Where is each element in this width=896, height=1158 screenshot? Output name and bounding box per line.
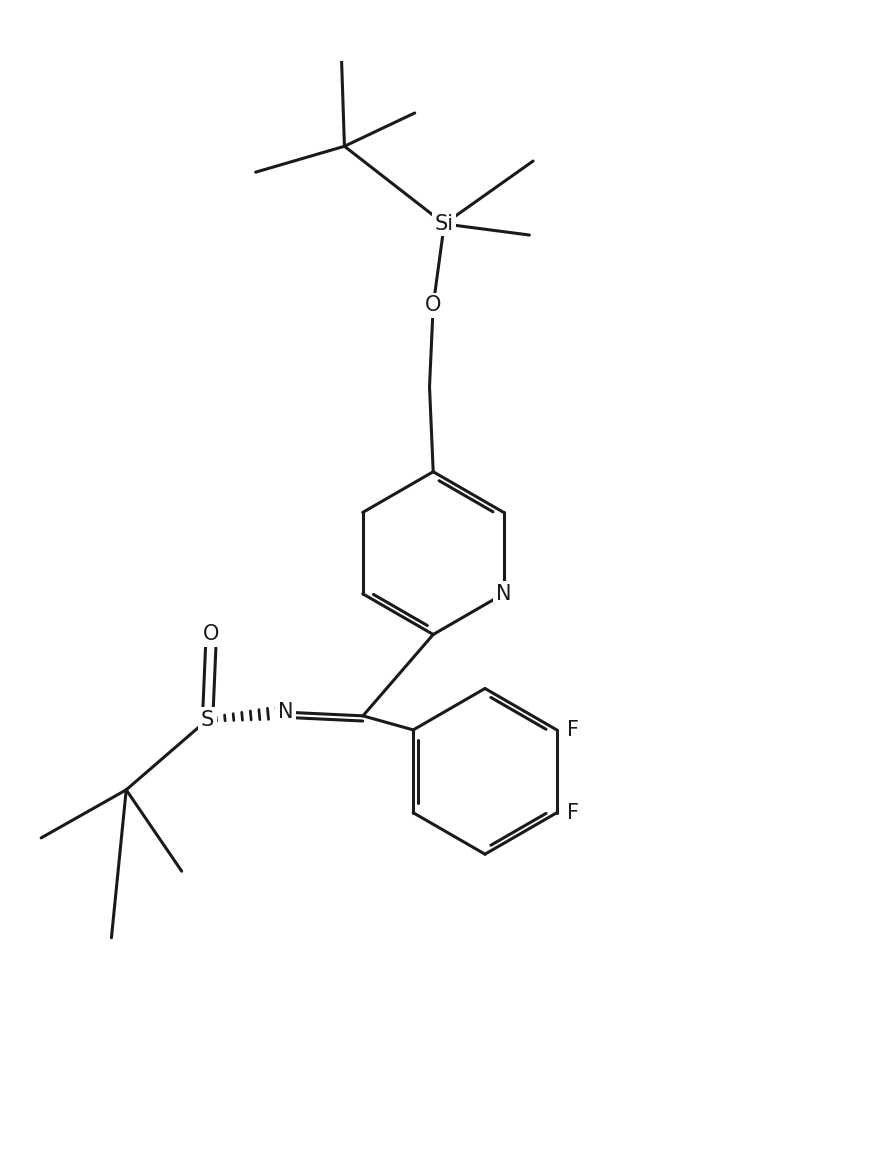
Text: S: S — [201, 710, 214, 730]
Text: Si: Si — [435, 214, 454, 234]
Text: O: O — [425, 295, 442, 315]
Text: F: F — [567, 720, 579, 740]
Text: N: N — [495, 584, 512, 603]
Text: F: F — [567, 802, 579, 822]
Text: O: O — [203, 624, 220, 645]
Text: N: N — [278, 702, 293, 723]
